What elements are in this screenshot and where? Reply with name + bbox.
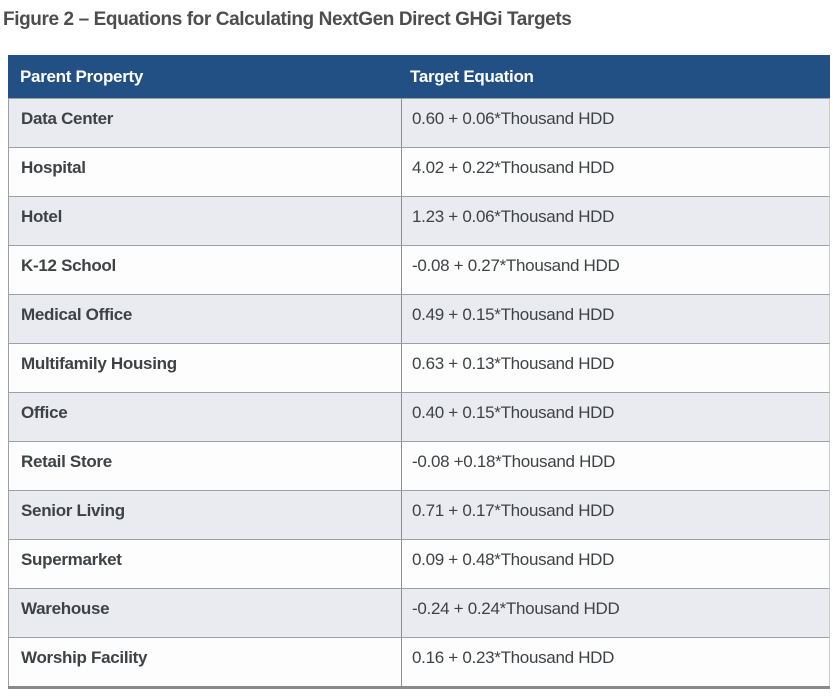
property-cell: Retail Store [21,452,112,471]
equation-cell: 0.16 + 0.23*Thousand HDD [401,638,829,686]
table-row: K-12 School -0.08 + 0.27*Thousand HDD [8,245,830,294]
table-row: Office 0.40 + 0.15*Thousand HDD [8,392,830,441]
equation-cell: 1.23 + 0.06*Thousand HDD [401,197,829,245]
equation-cell: 0.63 + 0.13*Thousand HDD [401,344,829,392]
table-row: Worship Facility 0.16 + 0.23*Thousand HDD [8,637,830,686]
property-cell: Office [21,403,68,422]
table-row: Data Center 0.60 + 0.06*Thousand HDD [8,98,830,147]
equation-cell: 0.49 + 0.15*Thousand HDD [401,295,829,343]
property-cell: Senior Living [21,501,125,520]
table-row: Senior Living 0.71 + 0.17*Thousand HDD [8,490,830,539]
table-row: Warehouse -0.24 + 0.24*Thousand HDD [8,588,830,637]
property-cell: Multifamily Housing [21,354,177,373]
property-cell: Hotel [21,207,63,226]
table-row: Hotel 1.23 + 0.06*Thousand HDD [8,196,830,245]
ghg-targets-table: Parent Property Target Equation Data Cen… [8,55,830,689]
figure-title: Figure 2 – Equations for Calculating Nex… [3,9,572,30]
property-cell: Hospital [21,158,86,177]
column-header-target-equation: Target Equation [410,66,534,86]
equation-cell: -0.08 + 0.27*Thousand HDD [401,246,829,294]
equation-cell: 0.40 + 0.15*Thousand HDD [401,393,829,441]
property-cell: Data Center [21,109,114,128]
table-row: Retail Store -0.08 +0.18*Thousand HDD [8,441,830,490]
equation-cell: 4.02 + 0.22*Thousand HDD [401,148,829,196]
table-row: Supermarket 0.09 + 0.48*Thousand HDD [8,539,830,588]
table-body: Data Center 0.60 + 0.06*Thousand HDD Hospi… [8,98,830,686]
table-row: Hospital 4.02 + 0.22*Thousand HDD [8,147,830,196]
table-row: Medical Office 0.49 + 0.15*Thousand HDD [8,294,830,343]
table-row: Multifamily Housing 0.63 + 0.13*Thousand … [8,343,830,392]
equation-cell: 0.60 + 0.06*Thousand HDD [401,99,829,147]
property-cell: Worship Facility [21,648,148,667]
property-cell: Medical Office [21,305,133,324]
table-header-row: Parent Property Target Equation [8,55,830,98]
equation-cell: -0.08 +0.18*Thousand HDD [401,442,829,490]
property-cell: Supermarket [21,550,122,569]
property-cell: Warehouse [21,599,110,618]
property-cell: K-12 School [21,256,116,275]
equation-cell: -0.24 + 0.24*Thousand HDD [401,589,829,637]
equation-cell: 0.09 + 0.48*Thousand HDD [401,540,829,588]
column-header-parent-property: Parent Property [20,66,144,86]
equation-cell: 0.71 + 0.17*Thousand HDD [401,491,829,539]
